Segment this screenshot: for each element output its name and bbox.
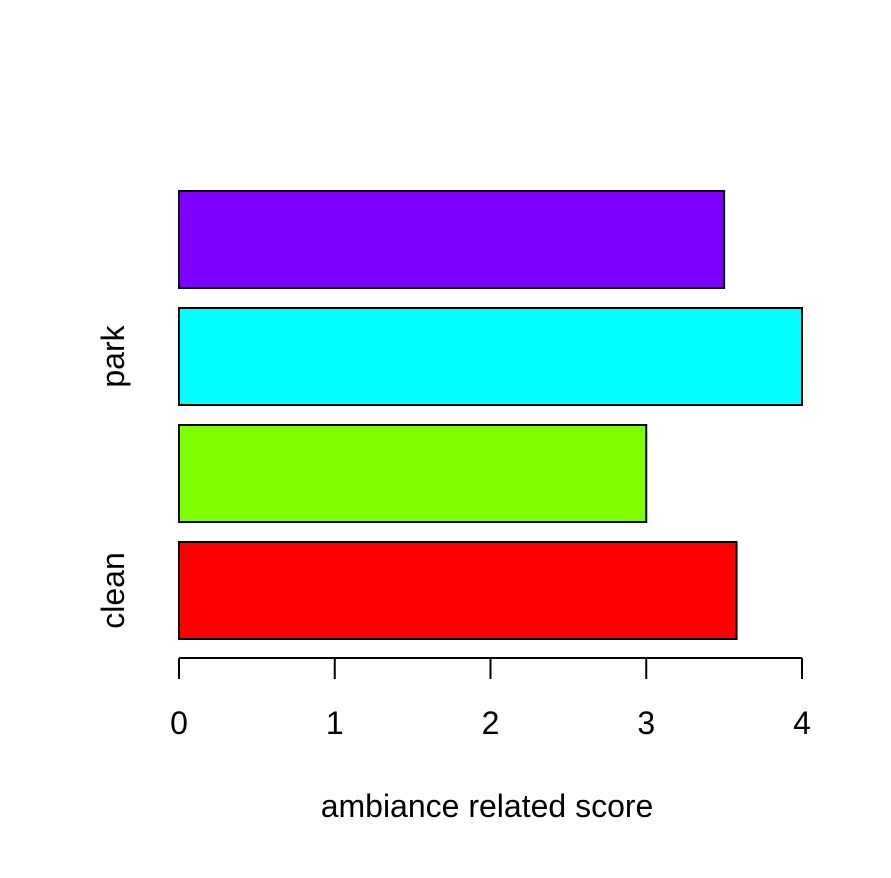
x-tick-label: 4 [793,705,811,741]
bar-row-2 [178,424,648,523]
bar-park [178,307,803,406]
y-axis-labels: clean park [95,324,131,628]
x-tick-label: 1 [326,705,344,741]
x-tick-label: 2 [482,705,500,741]
x-tick-label: 3 [637,705,655,741]
bar-row-4 [178,190,726,289]
x-tick-label: 0 [170,705,188,741]
x-axis: 0 1 2 3 4 [170,657,811,741]
y-tick-label: clean [95,552,131,629]
y-tick-label: park [95,324,131,387]
x-axis-title: ambiance related score [321,788,654,824]
bar-clean [178,541,738,640]
bars-layer [178,190,803,640]
